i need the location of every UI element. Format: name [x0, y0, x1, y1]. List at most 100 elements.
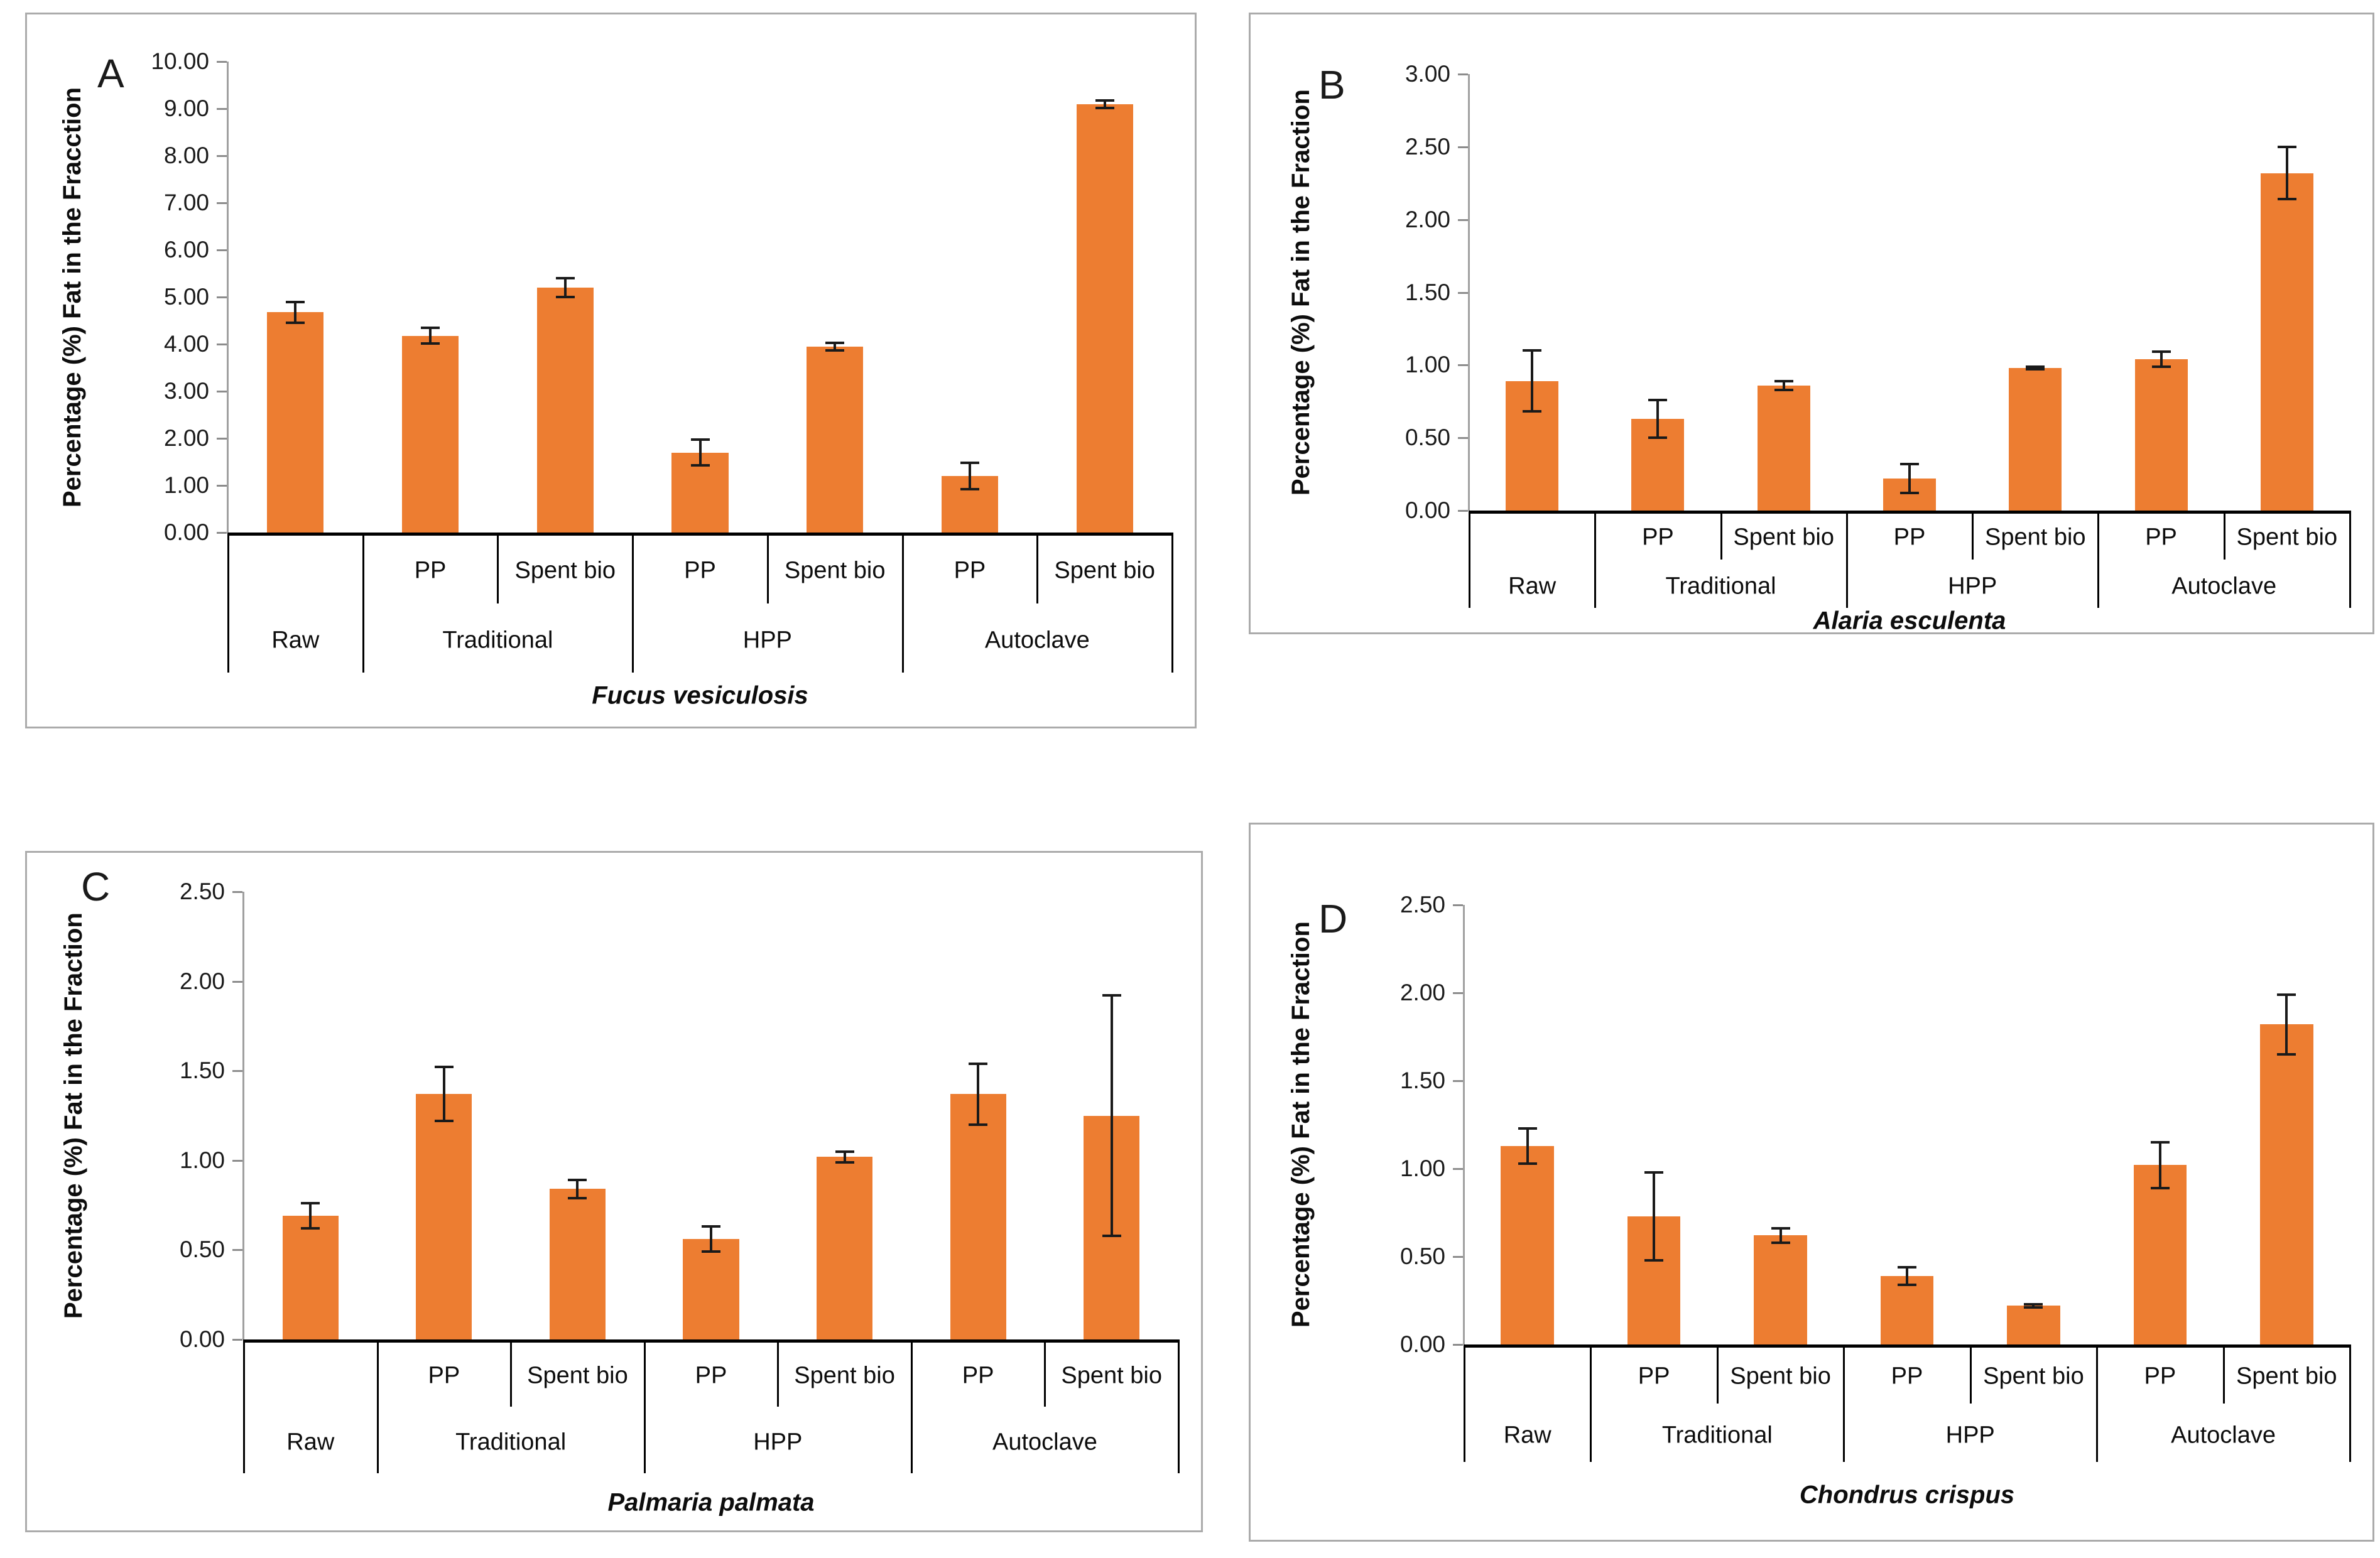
category-group-divider — [1469, 511, 1470, 608]
bar-spent-bio — [2260, 173, 2313, 511]
y-tick-label: 6.00 — [163, 237, 209, 262]
y-axis-line — [1463, 905, 1465, 1344]
error-bar-cap — [1518, 1162, 1537, 1165]
y-tick — [1458, 291, 1468, 294]
x-axis-title: Alaria esculenta — [1813, 607, 2006, 635]
category-group-label: Raw — [1508, 573, 1557, 599]
category-sub-label: Spent bio — [1730, 1363, 1831, 1390]
y-tick-label: 1.50 — [1399, 1068, 1445, 1093]
error-bar — [2285, 146, 2288, 200]
category-group-label: Traditional — [455, 1429, 567, 1456]
x-axis-title: Fucus vesiculosis — [592, 681, 808, 710]
y-tick-label: 5.00 — [163, 284, 209, 310]
error-bar — [1779, 1228, 1782, 1243]
category-group-label: Traditional — [1665, 573, 1776, 599]
bar-spent-bio — [1076, 104, 1133, 533]
y-tick-label: 3.00 — [1405, 61, 1450, 87]
x-axis-title: Palmaria palmata — [607, 1488, 815, 1517]
category-sub-divider — [1720, 511, 1722, 560]
category-group-label: Raw — [286, 1429, 335, 1456]
error-bar-cap — [555, 277, 575, 279]
category-group-divider — [1590, 1344, 1592, 1462]
category-group-label: Autoclave — [2171, 1422, 2276, 1448]
y-tick-label: 0.00 — [179, 1326, 225, 1352]
bar-pp — [1880, 1275, 1934, 1344]
bar-spent-bio — [536, 288, 594, 533]
y-tick-label: 1.50 — [179, 1058, 225, 1084]
error-bar-cap — [835, 1160, 854, 1164]
y-tick — [217, 532, 227, 534]
error-bar-cap — [825, 341, 845, 344]
error-bar-cap — [2026, 365, 2045, 368]
y-tick — [217, 438, 227, 440]
category-sub-label: PP — [962, 1362, 994, 1388]
category-sub-divider — [766, 533, 769, 603]
error-bar-cap — [421, 342, 440, 345]
error-bar-cap — [1771, 1227, 1790, 1230]
category-sub-label: Spent bio — [514, 557, 616, 583]
bar-pp — [2133, 1165, 2187, 1344]
error-bar-cap — [835, 1150, 854, 1153]
category-sub-label: Spent bio — [2236, 524, 2338, 551]
y-tick — [232, 1339, 242, 1341]
category-sub-divider — [1972, 511, 1974, 560]
error-bar-cap — [301, 1202, 320, 1205]
category-sub-label: PP — [1642, 524, 1674, 551]
panel-b: B Percentage (%) Fat in the Fraction Ala… — [1249, 13, 2374, 635]
y-tick — [1453, 904, 1463, 906]
y-tick-label: 9.00 — [163, 95, 209, 121]
category-sub-label: Spent bio — [1733, 524, 1834, 551]
plot-area: 10.00 9.00 8.00 7.00 6.00 5.00 4.00 3.00 2.00 1.0… — [27, 14, 1195, 727]
bar-raw — [282, 1216, 339, 1339]
error-bar — [576, 1180, 579, 1198]
y-tick-label: 0.00 — [1399, 1331, 1445, 1357]
y-tick-label: 2.00 — [1399, 980, 1445, 1005]
error-bar-cap — [960, 462, 979, 464]
category-sub-label: Spent bio — [784, 557, 886, 583]
bar-spent-bio — [549, 1189, 606, 1339]
category-group-divider — [1843, 1344, 1845, 1462]
y-tick-label: 7.00 — [163, 190, 209, 215]
error-bar-cap — [2277, 1053, 2296, 1056]
error-bar — [309, 1203, 312, 1229]
error-bar-cap — [1518, 1127, 1537, 1130]
category-group-divider — [1464, 1344, 1465, 1462]
category-group-label: HPP — [1948, 573, 1997, 599]
category-group-divider — [376, 1339, 379, 1473]
error-bar-cap — [825, 349, 845, 352]
y-tick — [1458, 364, 1468, 367]
category-sub-label: Spent bio — [1054, 557, 1155, 583]
y-tick-label: 1.00 — [1399, 1155, 1445, 1181]
error-bar — [1526, 1128, 1529, 1164]
error-bar — [977, 1063, 980, 1125]
error-bar-cap — [421, 326, 440, 329]
error-bar-cap — [702, 1250, 720, 1253]
panel-a: A Percentage (%) Fat in the Fracction Fu… — [25, 13, 1197, 728]
category-sub-divider — [1969, 1344, 1972, 1404]
plot-area: 2.50 2.00 1.50 1.00 0.50 0.00 Raw PP Spent bio Tr… — [1251, 825, 2372, 1540]
y-tick-label: 2.50 — [179, 879, 225, 904]
panel-c: C Percentage (%) Fat in the Fraction Pal… — [25, 851, 1203, 1532]
bar-spent-bio — [1754, 1235, 1807, 1344]
bar-spent-bio — [1757, 385, 1810, 511]
y-tick — [217, 155, 227, 157]
x-axis-title: Chondrus crispus — [1799, 1481, 2015, 1509]
bar-spent-bio — [816, 1157, 873, 1339]
category-group-divider — [2096, 1344, 2099, 1462]
error-bar-cap — [568, 1196, 587, 1199]
category-sub-label: PP — [1891, 1363, 1923, 1390]
category-group-label: Traditional — [1661, 1422, 1773, 1448]
y-tick — [217, 249, 227, 251]
plot-area: 3.00 2.50 2.00 1.50 1.00 0.50 0.00 Raw PP Spent b… — [1251, 14, 2372, 632]
category-sub-label: PP — [428, 1362, 460, 1388]
y-tick — [1458, 73, 1468, 75]
bar-raw — [1501, 1145, 1554, 1344]
category-group-label: HPP — [1945, 1422, 1995, 1448]
error-bar — [2158, 1142, 2161, 1188]
y-tick-label: 4.00 — [163, 331, 209, 357]
y-tick — [1458, 219, 1468, 221]
error-bar-cap — [1102, 1234, 1121, 1237]
panel-letter-d: D — [1318, 896, 1348, 941]
y-tick — [1453, 992, 1463, 994]
error-bar — [968, 463, 971, 489]
